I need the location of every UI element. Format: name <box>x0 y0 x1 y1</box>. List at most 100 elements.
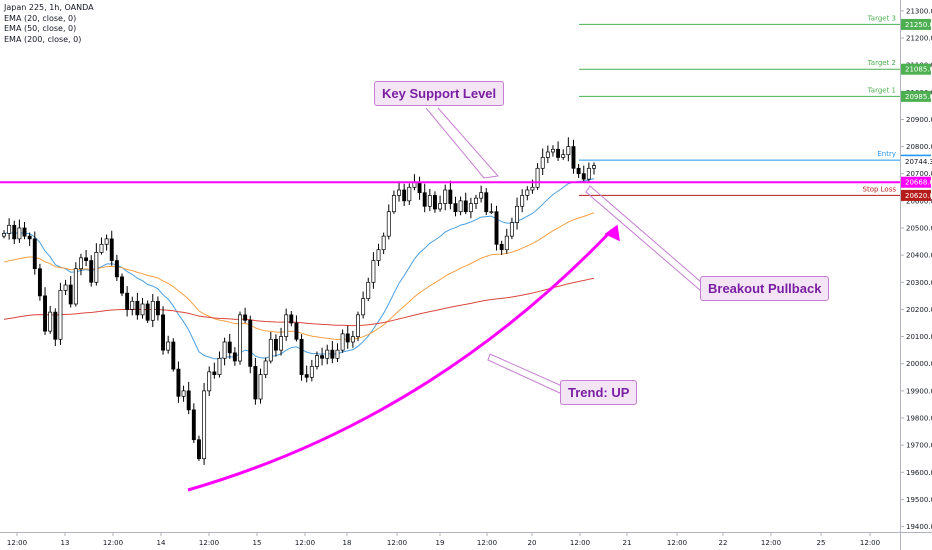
level-price-label: 20620.0 <box>905 192 932 200</box>
bear-candle <box>417 181 422 194</box>
bear-candle <box>125 292 130 310</box>
bear-candle <box>212 371 217 375</box>
trend-callout[interactable]: Trend: UP <box>560 380 638 405</box>
bear-candle <box>294 322 299 340</box>
bear-candle <box>27 235 32 240</box>
bull-candle <box>530 186 535 191</box>
y-tick-label: 20500.0 <box>906 225 932 233</box>
bull-candle <box>545 151 550 158</box>
bull-candle <box>150 300 155 321</box>
bull-candle <box>366 281 371 299</box>
bear-candle <box>155 300 160 316</box>
bull-candle <box>479 192 484 199</box>
level-price-tag <box>901 63 931 75</box>
bull-candle <box>438 203 443 210</box>
bear-candle <box>484 192 489 213</box>
level-price-tag <box>901 189 931 201</box>
bear-candle <box>320 355 325 359</box>
bull-candle <box>222 341 227 359</box>
bull-candle <box>99 243 104 253</box>
bear-candle <box>114 260 119 278</box>
bear-candle <box>161 314 165 351</box>
bear-candle <box>171 341 176 370</box>
bull-candle <box>279 336 283 351</box>
y-tick-label: 19400.0 <box>906 523 932 531</box>
level-price-label: 20668.6 <box>905 179 932 187</box>
level-price-label: 21085.0 <box>905 66 932 74</box>
x-tick-label: 12:00 <box>761 539 781 547</box>
trend-arrow <box>187 228 614 492</box>
bull-candle <box>48 311 53 332</box>
bull-candle <box>258 374 263 400</box>
ema50-legend[interactable]: EMA (50, close, 0) <box>4 24 77 33</box>
y-tick-label: 20200.0 <box>906 306 932 314</box>
price-axis[interactable]: 19400.0 19500.0 19600.0 19700.0 19800.0 19900… <box>900 0 932 550</box>
bull-candle <box>535 167 540 188</box>
annotation-drawings <box>187 107 702 492</box>
bear-candle <box>232 352 237 362</box>
bull-candle <box>350 336 355 343</box>
trade-levels[interactable]: Target 3 Target 2 Target 1 Entry Stop Loss <box>0 14 900 196</box>
bull-candle <box>509 222 514 237</box>
bull-candle <box>130 300 135 310</box>
bull-candle <box>2 233 6 237</box>
ema20-legend[interactable]: EMA (20, close, 0) <box>4 13 77 23</box>
bull-candle <box>474 197 478 204</box>
bull-candle <box>181 390 186 397</box>
bull-candle <box>63 284 68 291</box>
bear-candle <box>453 203 458 213</box>
price-axis-bg <box>900 0 932 550</box>
bull-candle <box>356 314 360 337</box>
bull-candle <box>217 357 222 375</box>
bear-candle <box>571 146 576 169</box>
ema50-line <box>3 212 595 341</box>
level-price-tag <box>901 90 931 102</box>
level-price-label: 21250.0 <box>905 21 932 29</box>
bull-candle <box>371 260 376 283</box>
x-tick-label: 21 <box>623 539 632 547</box>
bull-candle <box>566 146 571 156</box>
ema200-line <box>3 277 595 327</box>
bear-candle <box>89 260 94 283</box>
x-tick-label: 22 <box>719 539 728 547</box>
bull-candle <box>238 314 242 362</box>
key-support-callout[interactable]: Key Support Level <box>374 81 505 106</box>
level-name: Target 1 <box>867 86 896 94</box>
bear-candle <box>120 276 124 294</box>
bear-candle <box>135 300 140 316</box>
y-tick-label: 20300.0 <box>906 279 932 287</box>
bull-candle <box>340 333 345 351</box>
y-tick-label: 20700.0 <box>906 170 932 178</box>
level-price-label: 20985.0 <box>905 93 932 101</box>
bull-candle <box>73 268 78 305</box>
bear-candle <box>84 257 89 261</box>
trend-arrowhead <box>604 224 620 242</box>
bear-candle <box>576 167 581 175</box>
bull-candle <box>58 290 63 340</box>
bull-candle <box>335 349 340 359</box>
x-tick-label: 12:00 <box>387 539 407 547</box>
bear-candle <box>197 439 201 460</box>
bear-candle <box>243 314 248 321</box>
bull-candle <box>207 371 212 392</box>
level-name: Target 3 <box>867 14 896 22</box>
bull-candle <box>540 157 545 169</box>
bull-candle <box>7 224 12 234</box>
bull-candle <box>94 252 99 283</box>
bear-candle <box>289 314 294 324</box>
time-axis[interactable]: 12:00 13 12:00 14 12:00 15 12:00 18 12:00 19 12:00… <box>0 532 932 547</box>
breakout-pullback-callout[interactable]: Breakout Pullback <box>700 276 830 301</box>
bull-candle <box>427 195 432 207</box>
bear-candle <box>37 268 42 297</box>
symbol-title[interactable]: Japan 225, 1h, OANDA <box>4 3 94 12</box>
bull-candle <box>386 211 391 237</box>
x-tick-label: 25 <box>817 539 826 547</box>
bear-candle <box>299 338 304 375</box>
bull-candle <box>202 390 207 460</box>
ema200-legend[interactable]: EMA (200, close, 0) <box>4 34 82 44</box>
bear-candle <box>499 243 504 251</box>
bull-candle <box>458 200 463 213</box>
bull-candle <box>586 167 591 180</box>
x-tick-label: 12:00 <box>199 539 219 547</box>
